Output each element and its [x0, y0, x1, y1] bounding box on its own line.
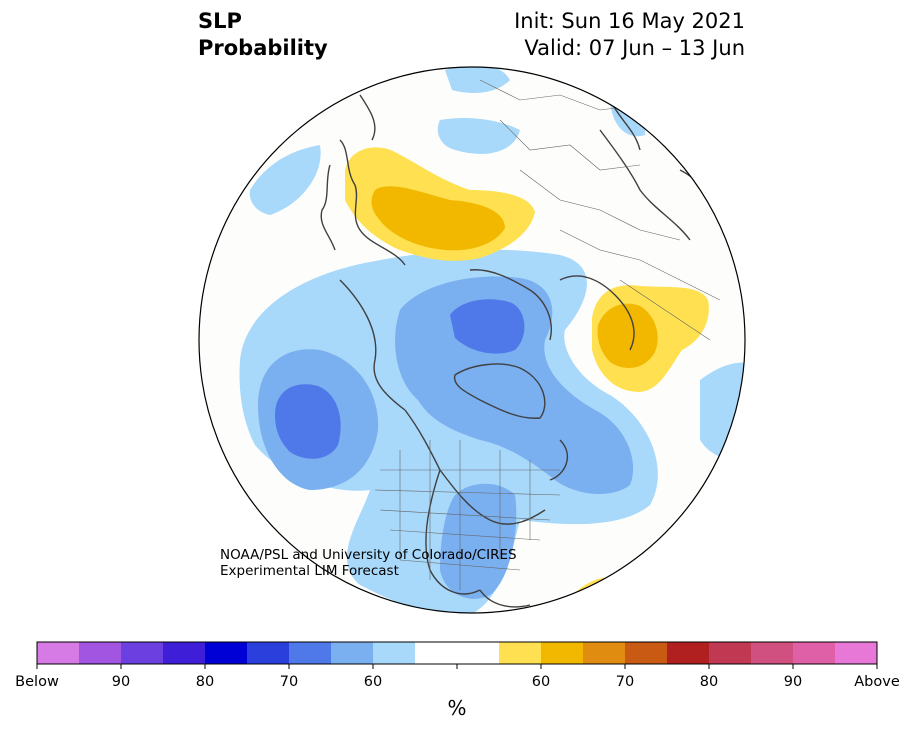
colorbar-swatch — [835, 642, 878, 664]
credit-line-1: NOAA/PSL and University of Colorado/CIRE… — [220, 547, 517, 563]
colorbar-swatch — [205, 642, 248, 664]
title-kind: Probability — [198, 36, 328, 60]
colorbar-swatch — [457, 642, 500, 664]
colorbar-swatch — [583, 642, 626, 664]
country-borders — [374, 79, 721, 590]
colorbar-swatch — [499, 642, 542, 664]
colorbar — [36, 641, 878, 669]
coastlines — [320, 94, 721, 608]
colorbar-swatch — [331, 642, 374, 664]
init-date: Init: Sun 16 May 2021 — [514, 9, 745, 33]
colorbar-tick-label: 60 — [531, 674, 551, 690]
credit-line-2: Experimental LIM Forecast — [220, 563, 399, 579]
colorbar-swatch — [163, 642, 206, 664]
colorbar-tick-label: Above — [854, 674, 900, 690]
date-info: Init: Sun 16 May 2021 Valid: 07 Jun – 13… — [514, 8, 745, 62]
colorbar-swatch — [373, 642, 416, 664]
credit-text: NOAA/PSL and University of Colorado/CIRE… — [220, 547, 517, 579]
colorbar-tick-label: 90 — [111, 674, 131, 690]
colorbar-tick-label: 70 — [615, 674, 635, 690]
colorbar-swatch — [121, 642, 164, 664]
colorbar-tick-label: 80 — [195, 674, 215, 690]
colorbar-swatch — [247, 642, 290, 664]
colorbar-tick-label: 70 — [279, 674, 299, 690]
globe-outline — [198, 66, 746, 614]
chart-title: SLP Probability — [198, 8, 328, 62]
colorbar-swatch — [625, 642, 668, 664]
colorbar-unit: % — [447, 696, 467, 720]
colorbar-swatch — [289, 642, 332, 664]
title-variable: SLP — [198, 9, 242, 33]
colorbar-tick-label: 80 — [699, 674, 719, 690]
colorbar-tick-label: Below — [15, 674, 59, 690]
colorbar-swatch — [37, 642, 80, 664]
colorbar-swatch — [793, 642, 836, 664]
colorbar-swatch — [79, 642, 122, 664]
valid-range: Valid: 07 Jun – 13 Jun — [524, 36, 745, 60]
colorbar-swatch — [709, 642, 752, 664]
colorbar-swatch — [667, 642, 710, 664]
colorbar-tick-label: 90 — [783, 674, 803, 690]
colorbar-swatch — [541, 642, 584, 664]
colorbar-swatch — [415, 642, 458, 664]
probability-fields — [239, 67, 745, 613]
colorbar-tick-label: 60 — [363, 674, 383, 690]
colorbar-swatch — [751, 642, 794, 664]
